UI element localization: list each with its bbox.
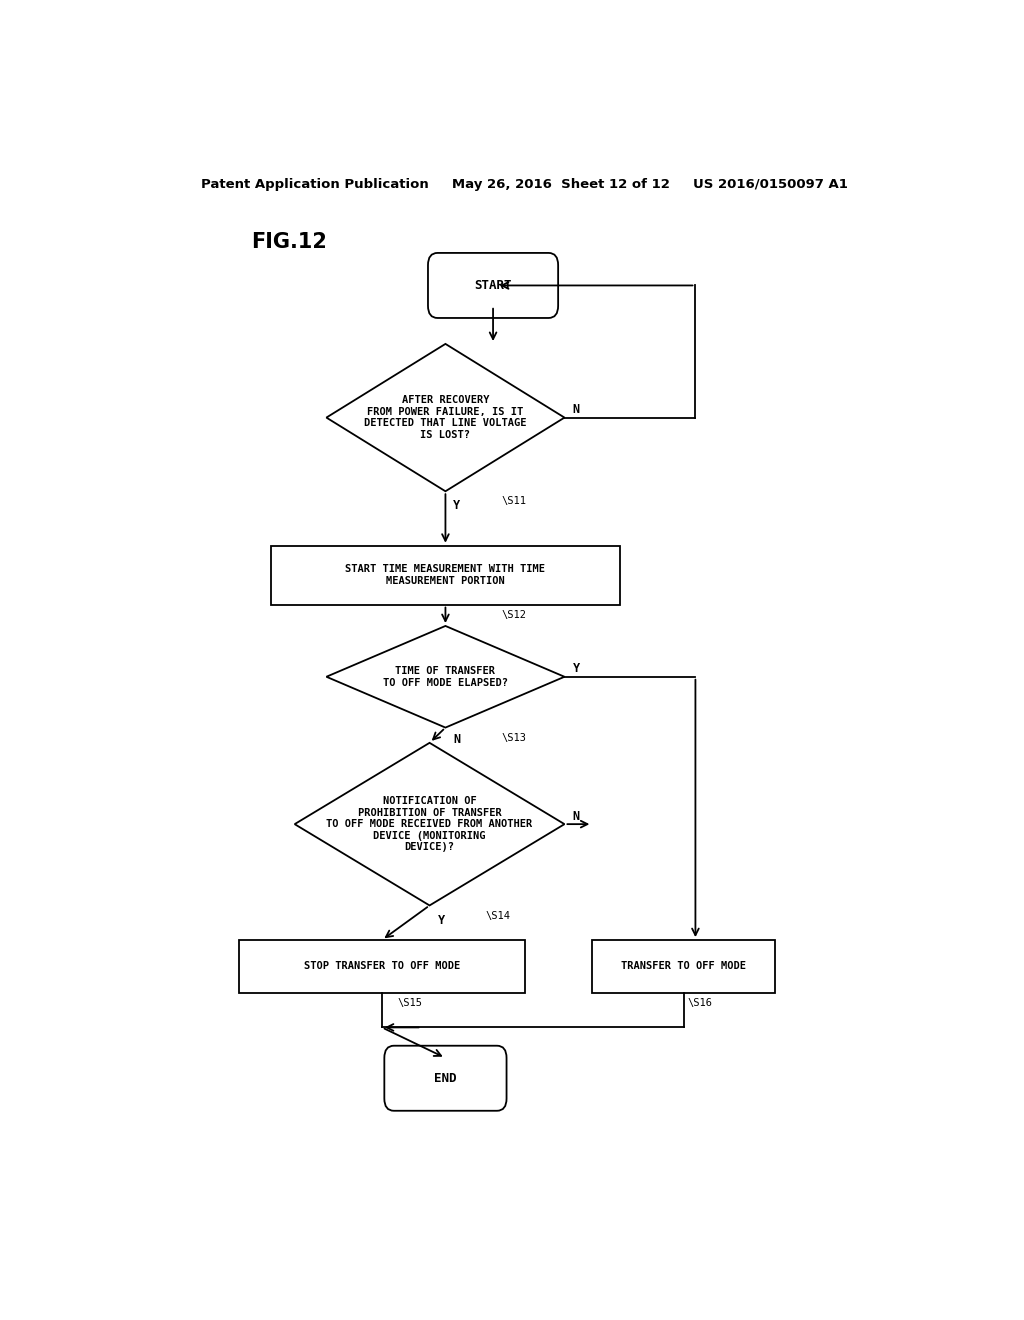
Text: \S11: \S11 bbox=[501, 496, 526, 507]
Text: TRANSFER TO OFF MODE: TRANSFER TO OFF MODE bbox=[621, 961, 746, 972]
Text: TIME OF TRANSFER
TO OFF MODE ELAPSED?: TIME OF TRANSFER TO OFF MODE ELAPSED? bbox=[383, 667, 508, 688]
Text: AFTER RECOVERY
FROM POWER FAILURE, IS IT
DETECTED THAT LINE VOLTAGE
IS LOST?: AFTER RECOVERY FROM POWER FAILURE, IS IT… bbox=[365, 395, 526, 440]
Polygon shape bbox=[327, 626, 564, 727]
Text: NOTIFICATION OF
PROHIBITION OF TRANSFER
TO OFF MODE RECEIVED FROM ANOTHER
DEVICE: NOTIFICATION OF PROHIBITION OF TRANSFER … bbox=[327, 796, 532, 853]
Text: \S12: \S12 bbox=[501, 610, 526, 619]
Text: \S15: \S15 bbox=[397, 998, 423, 1008]
Text: STOP TRANSFER TO OFF MODE: STOP TRANSFER TO OFF MODE bbox=[304, 961, 460, 972]
Bar bbox=[270, 545, 620, 605]
Text: N: N bbox=[572, 809, 580, 822]
Polygon shape bbox=[295, 743, 564, 906]
Text: START: START bbox=[474, 279, 512, 292]
Text: Y: Y bbox=[572, 663, 580, 675]
Text: Patent Application Publication     May 26, 2016  Sheet 12 of 12     US 2016/0150: Patent Application Publication May 26, 2… bbox=[202, 178, 848, 191]
Text: END: END bbox=[434, 1072, 457, 1085]
Text: Y: Y bbox=[437, 913, 444, 927]
Bar bbox=[240, 940, 524, 993]
Polygon shape bbox=[327, 345, 564, 491]
Text: \S14: \S14 bbox=[485, 911, 510, 920]
Text: \S13: \S13 bbox=[501, 733, 526, 743]
FancyBboxPatch shape bbox=[428, 253, 558, 318]
Text: START TIME MEASUREMENT WITH TIME
MEASUREMENT PORTION: START TIME MEASUREMENT WITH TIME MEASURE… bbox=[345, 565, 546, 586]
Text: FIG.12: FIG.12 bbox=[251, 232, 327, 252]
Text: N: N bbox=[572, 403, 580, 416]
Text: N: N bbox=[454, 733, 461, 746]
FancyBboxPatch shape bbox=[384, 1045, 507, 1110]
Text: Y: Y bbox=[454, 499, 461, 512]
Text: \S16: \S16 bbox=[687, 998, 713, 1008]
Bar bbox=[592, 940, 775, 993]
